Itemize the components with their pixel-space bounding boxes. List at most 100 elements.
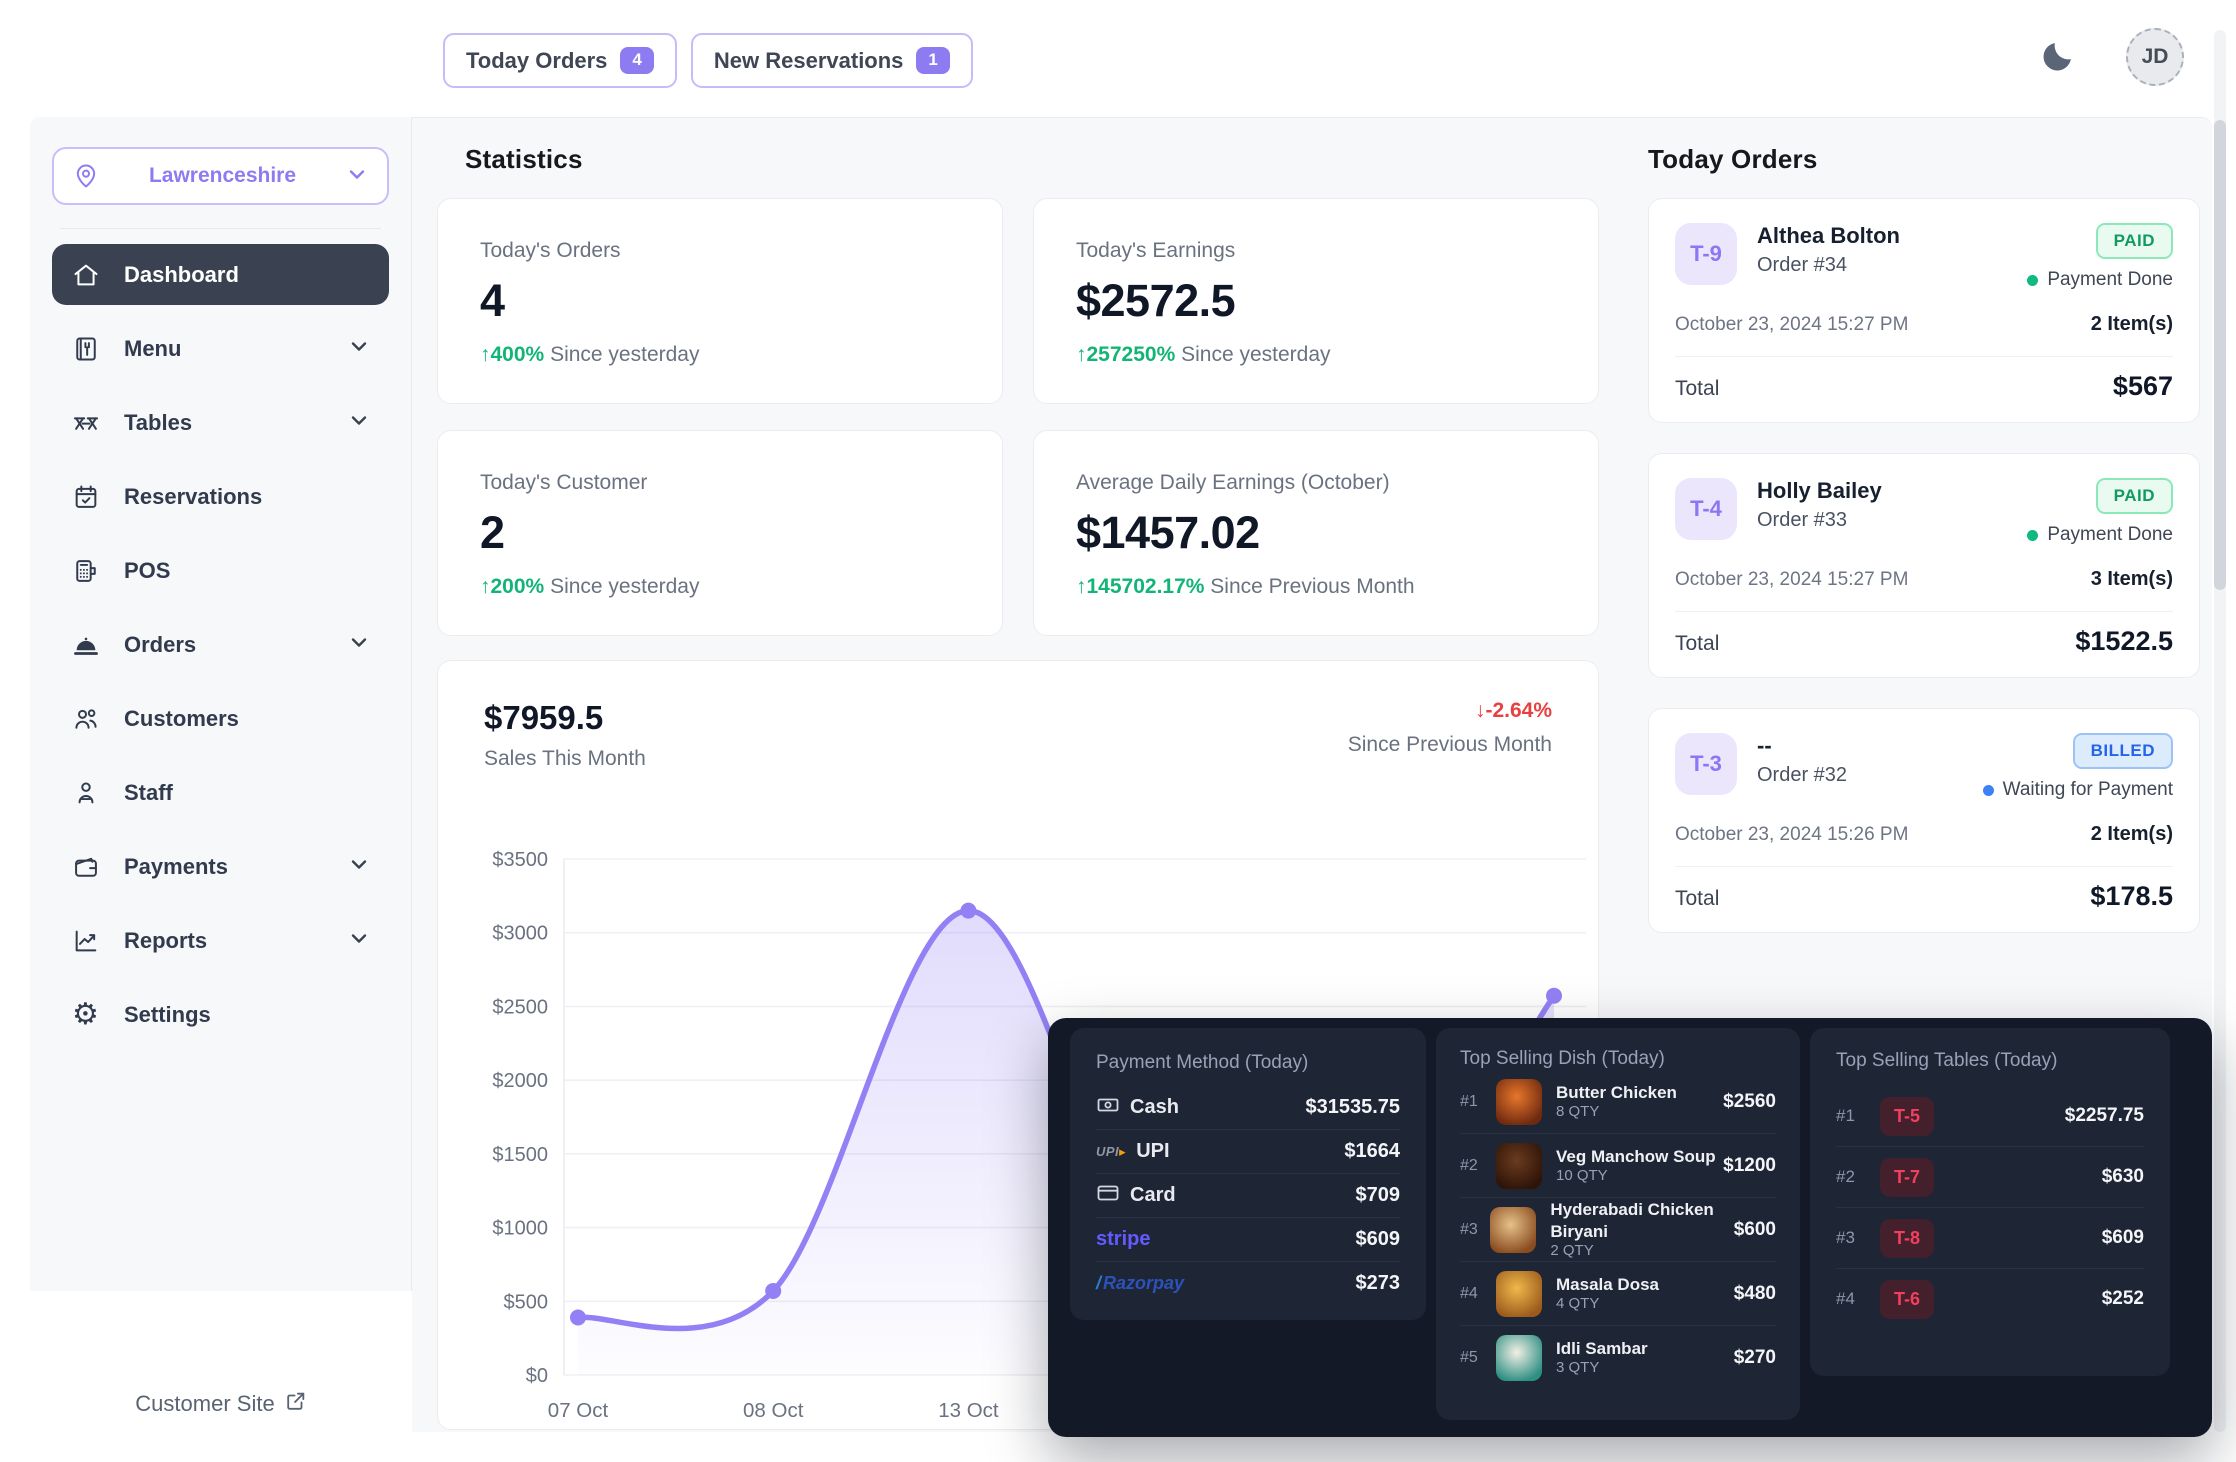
- payment-method-amount: $609: [1355, 1228, 1401, 1250]
- sidebar-item-tables[interactable]: Tables: [52, 392, 389, 453]
- sidebar-item-reports[interactable]: Reports: [52, 910, 389, 971]
- table-rank: #3: [1836, 1228, 1855, 1247]
- sidebar-item-label: Payments: [124, 853, 228, 879]
- order-card[interactable]: T-4 Holly Bailey Order #33 PAID Payment …: [1648, 453, 2200, 678]
- dish-name: Masala Dosa: [1556, 1274, 1659, 1294]
- today-orders-list: T-9 Althea Bolton Order #34 PAID Payment…: [1648, 198, 2200, 933]
- sidebar-item-label: Orders: [124, 631, 197, 657]
- status-badge: BILLED: [2072, 733, 2173, 769]
- green-dot-icon: [2027, 529, 2039, 541]
- today-orders-button[interactable]: Today Orders 4: [443, 33, 677, 88]
- wallet-icon: [72, 853, 100, 881]
- sidebar: Lawrenceshire Dashboard Menu: [30, 117, 412, 1291]
- dish-rank: #3: [1460, 1220, 1478, 1238]
- stat-delta: ↑200% Since yesterday: [480, 575, 960, 599]
- scrollbar-thumb[interactable]: [2214, 120, 2226, 590]
- external-link-icon: [285, 1390, 307, 1418]
- dish-amount: $270: [1733, 1346, 1776, 1368]
- sidebar-item-label: Staff: [124, 779, 173, 805]
- chevron-down-icon: [347, 926, 371, 955]
- down-arrow-icon: ↓: [1474, 699, 1486, 722]
- up-arrow-icon: ↑: [1076, 575, 1087, 598]
- order-card[interactable]: T-9 Althea Bolton Order #34 PAID Payment…: [1648, 198, 2200, 423]
- payment-method-amount: $273: [1355, 1272, 1401, 1294]
- sidebar-item-label: Customers: [124, 705, 239, 731]
- dark-mode-toggle[interactable]: [2036, 35, 2080, 79]
- order-card[interactable]: T-3 -- Order #32 BILLED Waiting for Paym…: [1648, 708, 2200, 933]
- order-number: Order #33: [1757, 509, 1848, 531]
- new-reservations-button[interactable]: New Reservations 1: [690, 33, 973, 88]
- total-label: Total: [1675, 377, 1720, 400]
- table-amount: $630: [2101, 1166, 2144, 1187]
- pos-terminal-icon: [72, 557, 100, 585]
- svg-text:08 Oct: 08 Oct: [743, 1399, 804, 1422]
- sidebar-item-dashboard[interactable]: Dashboard: [52, 244, 389, 305]
- dish-qty: 2 QTY: [1550, 1241, 1594, 1259]
- payment-method-title: Payment Method (Today): [1096, 1052, 1309, 1073]
- chevron-down-icon: [347, 408, 371, 437]
- table-badge: T-4: [1675, 478, 1737, 540]
- razorpay-logo: / Razorpay: [1096, 1273, 1185, 1293]
- sidebar-item-staff[interactable]: Staff: [52, 762, 389, 823]
- dark-overlay-panels: Payment Method (Today) Cash $31535.75 UP…: [1048, 1018, 2212, 1437]
- top-selling-dish-panel: Top Selling Dish (Today) #1 Butter Chick…: [1436, 1028, 1800, 1420]
- dish-rank: #4: [1460, 1284, 1478, 1302]
- dish-name: Veg Manchow Soup: [1556, 1146, 1716, 1166]
- divider: [1096, 1173, 1400, 1174]
- topbar-right: JD: [2036, 28, 2184, 86]
- chevron-down-icon: [347, 630, 371, 659]
- avatar[interactable]: JD: [2126, 28, 2184, 86]
- payment-method-amount: $31535.75: [1305, 1096, 1400, 1118]
- divider: [1675, 611, 2173, 612]
- sidebar-item-settings[interactable]: ⚙ Settings: [52, 984, 389, 1045]
- customer-site-link[interactable]: Customer Site: [135, 1390, 306, 1418]
- divider: [1836, 1268, 2144, 1269]
- statistics-heading: Statistics: [465, 144, 583, 174]
- chevron-down-icon: [347, 334, 371, 363]
- stat-delta: ↑400% Since yesterday: [480, 343, 960, 367]
- payment-status-label: Waiting for Payment: [2002, 779, 2173, 800]
- top-selling-dish-title: Top Selling Dish (Today): [1460, 1048, 1665, 1069]
- table-row: #3 T-8 $609: [1836, 1208, 2144, 1268]
- green-dot-icon: [2027, 274, 2039, 286]
- calendar-check-icon: [72, 483, 100, 511]
- sidebar-item-label: Menu: [124, 335, 182, 361]
- dish-qty: 4 QTY: [1556, 1295, 1600, 1313]
- table-badge-red: T-7: [1880, 1157, 1935, 1197]
- divider: [1836, 1146, 2144, 1147]
- table-badge-red: T-5: [1880, 1096, 1935, 1136]
- dish-name: Idli Sambar: [1556, 1338, 1648, 1358]
- dish-qty: 3 QTY: [1556, 1359, 1600, 1377]
- sidebar-item-orders[interactable]: Orders: [52, 614, 389, 675]
- table-row: #2 T-7 $630: [1836, 1147, 2144, 1207]
- sidebar-item-customers[interactable]: Customers: [52, 688, 389, 749]
- sidebar-nav: Dashboard Menu Tables: [52, 244, 389, 1045]
- stat-delta-pct: 257250%: [1086, 343, 1176, 366]
- stat-delta-period: Since yesterday: [1181, 343, 1331, 366]
- stat-value: $2572.5: [1076, 275, 1236, 326]
- sidebar-item-payments[interactable]: Payments: [52, 836, 389, 897]
- dish-photo: [1496, 1078, 1542, 1125]
- new-reservations-count-badge: 1: [916, 47, 950, 74]
- dish-qty: 10 QTY: [1556, 1167, 1608, 1185]
- sales-total: $7959.5: [484, 699, 604, 736]
- divider: [1460, 1133, 1776, 1134]
- order-total: $567: [2112, 371, 2173, 401]
- stat-card-todays-earnings: Today's Earnings $2572.5 ↑257250% Since …: [1033, 198, 1599, 404]
- stat-label: Today's Orders: [480, 239, 621, 262]
- divider: [1096, 1129, 1400, 1130]
- sales-delta-pct: -2.64%: [1485, 699, 1552, 722]
- payment-method-row: / Razorpay $273: [1096, 1262, 1400, 1305]
- table-row: #1 T-5 $2257.75: [1836, 1086, 2144, 1146]
- dish-amount: $480: [1733, 1282, 1776, 1304]
- divider: [1460, 1261, 1776, 1262]
- sidebar-item-pos[interactable]: POS: [52, 540, 389, 601]
- order-items-count: 3 Item(s): [2090, 568, 2173, 590]
- sidebar-item-reservations[interactable]: Reservations: [52, 466, 389, 527]
- location-selector[interactable]: Lawrenceshire: [52, 147, 389, 205]
- sidebar-item-menu[interactable]: Menu: [52, 318, 389, 379]
- sales-delta-period: Since Previous Month: [1347, 733, 1552, 756]
- stat-delta-pct: 200%: [490, 575, 545, 598]
- payment-method-panel: Payment Method (Today) Cash $31535.75 UP…: [1070, 1028, 1426, 1320]
